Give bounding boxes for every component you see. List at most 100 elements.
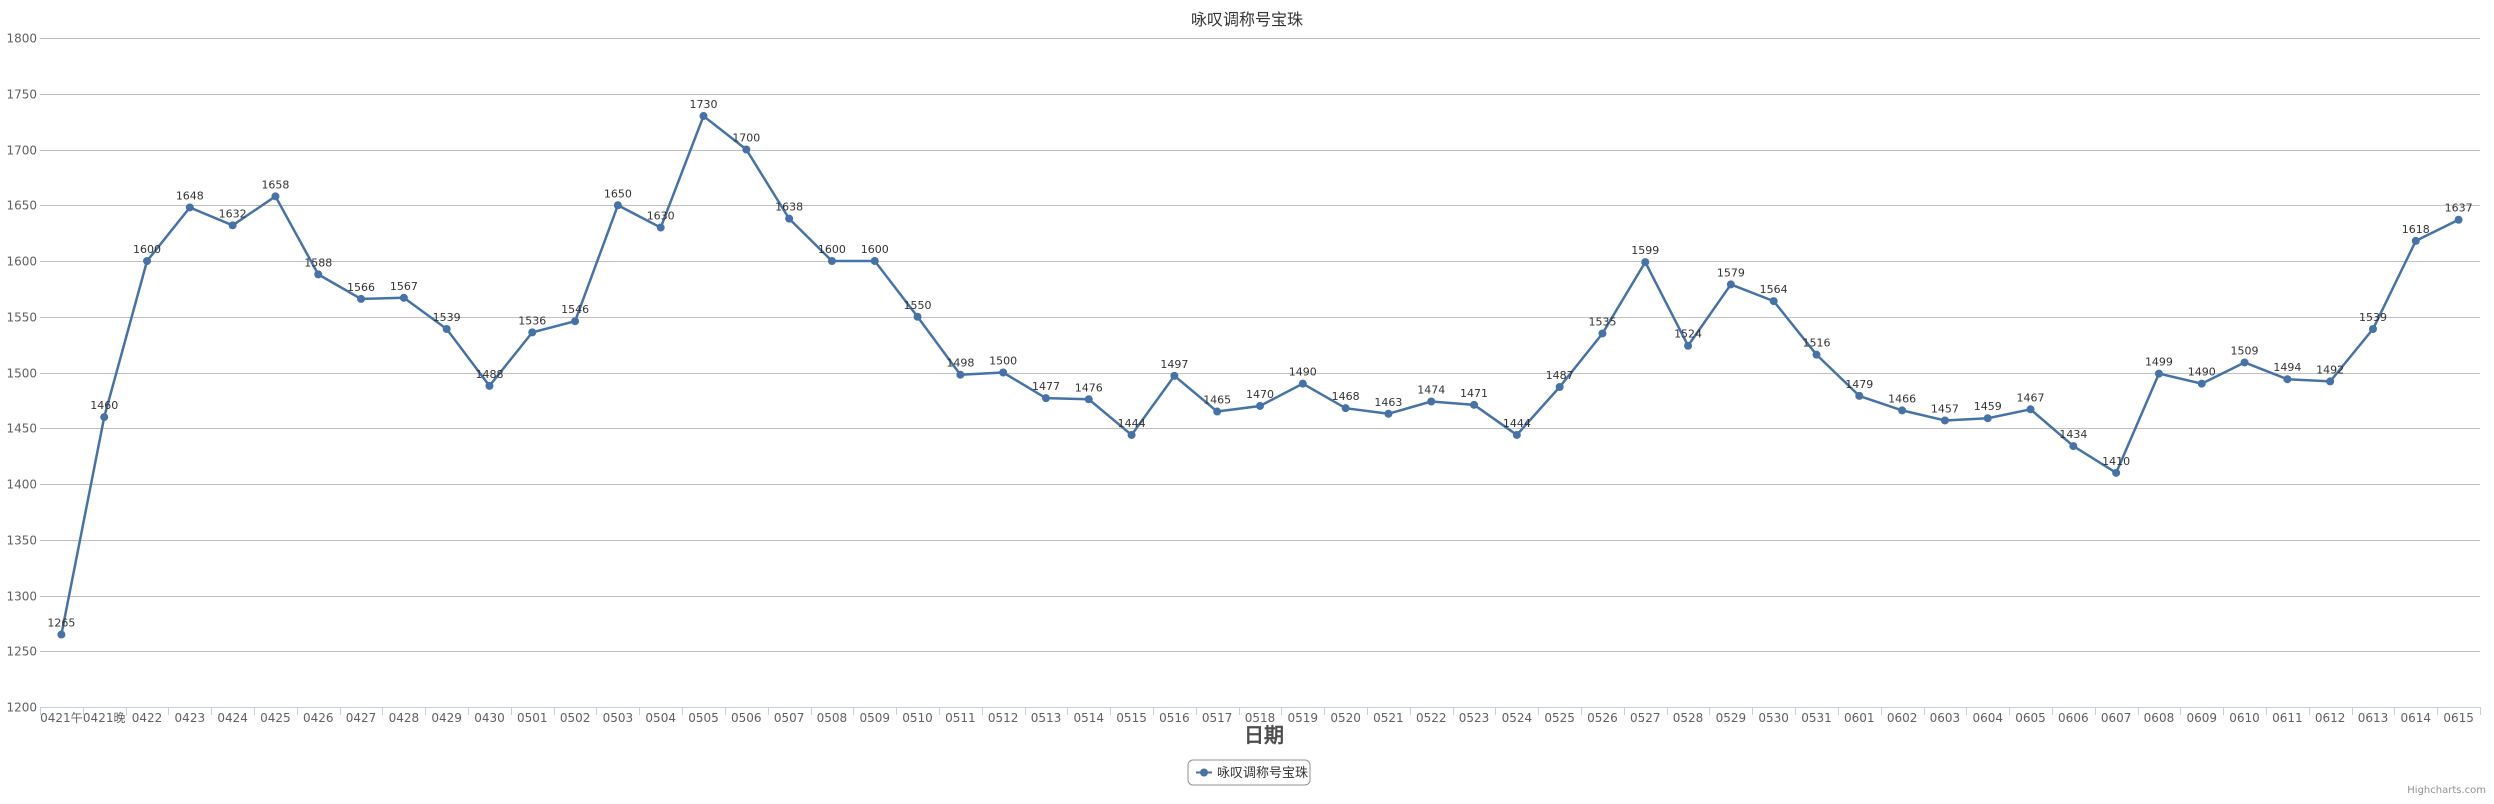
x-axis-title: 日期 — [1244, 723, 1284, 747]
data-point[interactable] — [785, 214, 794, 223]
data-label: 1490 — [1289, 366, 1317, 379]
data-point[interactable] — [656, 223, 665, 232]
data-label: 1470 — [1246, 388, 1274, 401]
data-label: 1588 — [304, 256, 332, 269]
data-label: 1494 — [2273, 361, 2301, 374]
data-point[interactable] — [613, 201, 622, 210]
data-point[interactable] — [742, 145, 751, 154]
data-label: 1509 — [2231, 344, 2259, 357]
data-label: 1600 — [133, 243, 161, 256]
data-point[interactable] — [2026, 405, 2035, 414]
data-point[interactable] — [1256, 401, 1264, 410]
y-tick-label: 1800 — [6, 32, 37, 46]
legend-series-name: 咏叹调称号宝珠 — [1217, 766, 1308, 781]
data-point[interactable] — [1213, 407, 1222, 416]
x-tick-label: 0525 — [1544, 711, 1575, 725]
data-label: 1474 — [1417, 383, 1445, 396]
data-label: 1550 — [904, 299, 932, 312]
data-label: 1460 — [90, 399, 118, 412]
data-point[interactable] — [2283, 375, 2292, 384]
data-point[interactable] — [1041, 394, 1050, 403]
data-point[interactable] — [1983, 414, 1992, 423]
data-point[interactable] — [1855, 391, 1864, 400]
x-tick-label: 0424 — [217, 711, 248, 725]
data-point[interactable] — [913, 312, 922, 321]
data-point[interactable] — [1512, 430, 1521, 439]
data-point[interactable] — [357, 294, 366, 303]
grid-lines — [40, 38, 2480, 708]
x-tick-label: 0511 — [945, 711, 976, 725]
data-point[interactable] — [1470, 400, 1479, 409]
data-point[interactable] — [2326, 377, 2335, 386]
data-label: 1650 — [604, 187, 632, 200]
data-label: 1500 — [989, 355, 1017, 368]
x-tick-label: 0421午 — [40, 711, 83, 725]
data-point[interactable] — [956, 370, 965, 379]
data-point[interactable] — [1812, 350, 1821, 359]
x-tick-label: 0502 — [560, 711, 591, 725]
data-label: 1630 — [647, 210, 675, 223]
data-point[interactable] — [2069, 442, 2078, 451]
data-point[interactable] — [1084, 395, 1093, 404]
data-point[interactable] — [827, 257, 836, 265]
x-tick-label: 0609 — [2186, 711, 2217, 725]
data-point[interactable] — [1726, 280, 1735, 289]
y-tick-label: 1450 — [6, 422, 37, 436]
data-point[interactable] — [442, 325, 451, 334]
data-point[interactable] — [100, 413, 109, 422]
x-tick-label: 0421晚 — [83, 711, 126, 725]
x-tick-label: 0430 — [474, 711, 505, 725]
data-point[interactable] — [1598, 329, 1607, 338]
data-point[interactable] — [1769, 297, 1778, 306]
data-point[interactable] — [571, 317, 580, 326]
data-point[interactable] — [1298, 379, 1307, 388]
legend[interactable]: 咏叹调称号宝珠 — [1187, 759, 1311, 786]
credits[interactable]: Highcharts.com — [2407, 785, 2486, 796]
data-label: 1465 — [1203, 394, 1231, 407]
x-tick-label: 0505 — [688, 711, 719, 725]
data-point[interactable] — [2368, 325, 2377, 334]
x-tick-label: 0501 — [517, 711, 548, 725]
data-point[interactable] — [1684, 341, 1693, 350]
data-point[interactable] — [528, 328, 537, 337]
data-point[interactable] — [999, 368, 1008, 377]
legend-box — [1187, 759, 1311, 786]
data-point[interactable] — [1898, 406, 1907, 415]
data-point[interactable] — [1170, 371, 1179, 380]
data-label: 1539 — [433, 311, 461, 324]
data-point[interactable] — [185, 203, 194, 212]
data-point[interactable] — [1940, 416, 1949, 425]
data-label: 1410 — [2102, 455, 2130, 468]
data-point[interactable] — [143, 257, 152, 265]
data-point[interactable] — [314, 270, 323, 279]
data-label: 1471 — [1460, 387, 1488, 400]
data-point[interactable] — [57, 630, 66, 639]
data-point[interactable] — [2411, 236, 2420, 245]
data-label: 1618 — [2402, 223, 2430, 236]
data-point[interactable] — [1127, 430, 1136, 439]
y-tick-label: 1250 — [6, 645, 37, 659]
data-point[interactable] — [699, 112, 708, 121]
data-label: 1564 — [1760, 283, 1788, 296]
x-tick-label: 0513 — [1031, 711, 1062, 725]
data-point[interactable] — [1384, 409, 1393, 418]
data-point[interactable] — [1641, 258, 1650, 267]
data-point[interactable] — [1427, 397, 1436, 406]
data-point[interactable] — [271, 192, 280, 201]
x-tick-label: 0605 — [2015, 711, 2046, 725]
data-point[interactable] — [399, 293, 408, 302]
data-point[interactable] — [2454, 215, 2463, 224]
data-point[interactable] — [1555, 382, 1564, 391]
x-tick-label: 0522 — [1416, 711, 1447, 725]
data-point[interactable] — [485, 381, 494, 390]
data-point[interactable] — [228, 221, 237, 230]
data-point[interactable] — [2197, 379, 2206, 388]
data-point[interactable] — [2154, 369, 2163, 378]
data-label: 1444 — [1118, 417, 1146, 430]
data-point[interactable] — [1341, 404, 1350, 413]
x-tick-label: 0523 — [1459, 711, 1490, 725]
data-point[interactable] — [870, 257, 879, 265]
data-point[interactable] — [2240, 358, 2249, 367]
data-point[interactable] — [2112, 468, 2121, 477]
